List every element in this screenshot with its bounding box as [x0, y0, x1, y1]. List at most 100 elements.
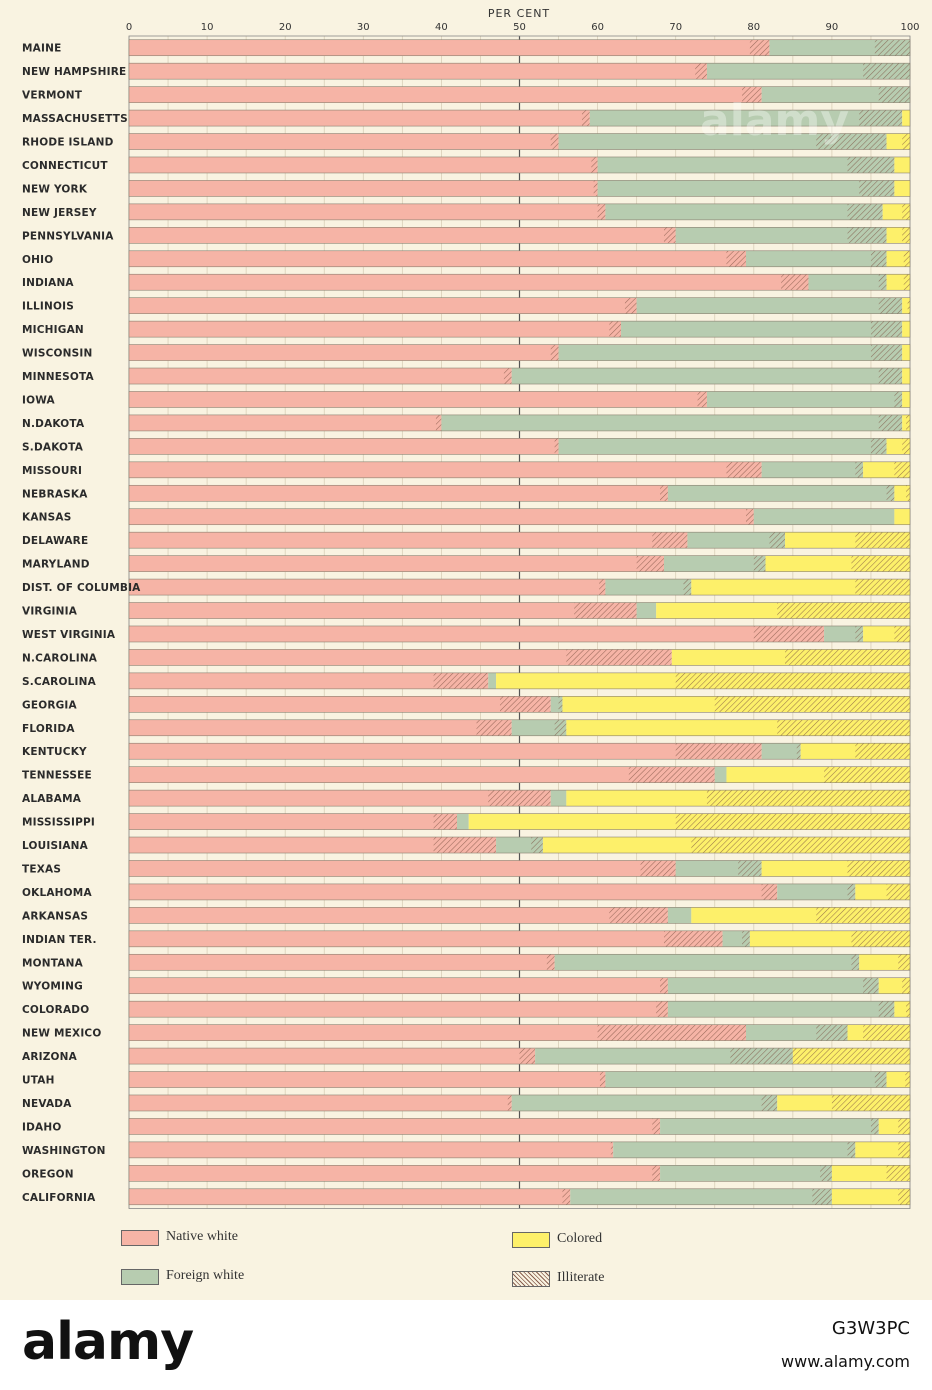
bar-segment-native — [129, 672, 489, 689]
x-axis-title: PER CENT — [488, 7, 550, 20]
bar-segment-native-illiterate — [745, 508, 754, 525]
state-label: MICHIGAN — [22, 324, 84, 336]
bar-segment-native-illiterate — [610, 1141, 614, 1158]
bar-segment-foreign-illiterate — [847, 883, 856, 900]
bar-segment-foreign — [511, 1094, 778, 1111]
bar-segment-native-illiterate — [781, 274, 809, 291]
bar-outline — [128, 1188, 911, 1206]
bar-outline — [128, 649, 911, 666]
bar-segment-colored-illiterate — [906, 414, 910, 431]
bar-segment-native-illiterate — [433, 813, 458, 830]
bar-segment-colored-illiterate — [906, 1001, 910, 1018]
bar-segment-foreign — [706, 63, 910, 80]
bar-segment-foreign — [550, 696, 563, 713]
bar-segment-foreign-illiterate — [847, 156, 895, 173]
x-tick-label: 20 — [279, 22, 292, 33]
bar-segment-colored-illiterate — [886, 1165, 910, 1182]
bar-segment-native-illiterate — [656, 1001, 668, 1018]
bar-segment-native — [129, 438, 559, 455]
bar-segment-foreign — [808, 274, 887, 291]
bar-segment-colored-illiterate — [792, 1048, 910, 1065]
bar-segment-native — [129, 625, 825, 642]
bar-segment-native-illiterate — [476, 719, 512, 736]
x-tick-label: 100 — [900, 22, 919, 33]
state-label: INDIANA — [22, 277, 74, 289]
bar-segment-colored — [902, 321, 910, 338]
bar-segment-native-illiterate — [663, 930, 723, 947]
bar-segment-native — [129, 1048, 536, 1065]
bar-outline — [128, 977, 911, 995]
bar-segment-colored-illiterate — [675, 672, 910, 689]
bar-segment-colored-illiterate — [777, 719, 910, 736]
bar-segment-native — [129, 907, 668, 924]
bar-segment-native — [129, 461, 762, 478]
bar-segment-native-illiterate — [550, 344, 559, 361]
bar-segment-foreign — [745, 250, 887, 267]
bar-segment-colored — [902, 391, 910, 408]
bar-segment-native — [129, 696, 551, 713]
bar-segment-native — [129, 766, 715, 783]
bar-segment-foreign-illiterate — [870, 438, 887, 455]
bar-segment-foreign-illiterate — [554, 719, 567, 736]
bar-outline — [128, 602, 911, 619]
bar-segment-native-illiterate — [726, 250, 746, 267]
bar-segment-native — [129, 110, 590, 127]
bar-segment-native-illiterate — [624, 297, 637, 314]
state-label: GEORGIA — [22, 699, 78, 711]
bar-segment-native — [129, 813, 458, 830]
state-label: ARIZONA — [22, 1051, 78, 1063]
bar-outline — [128, 133, 911, 150]
state-label: NEW MEXICO — [22, 1028, 101, 1040]
bar-segment-colored-illiterate — [905, 1071, 910, 1088]
state-label: MINNESOTA — [22, 371, 95, 383]
bar-segment-foreign — [589, 110, 903, 127]
bar-segment-colored-illiterate — [714, 696, 910, 713]
bar-segment-foreign-illiterate — [683, 579, 692, 596]
bar-segment-colored — [859, 954, 910, 971]
bar-segment-native-illiterate — [652, 1165, 661, 1182]
bar-segment-foreign-illiterate — [738, 860, 762, 877]
bar-outline — [128, 1141, 911, 1159]
state-label: KENTUCKY — [22, 746, 87, 758]
x-tick-label: 80 — [747, 22, 760, 33]
state-label: WASHINGTON — [22, 1145, 106, 1157]
bar-segment-native — [129, 203, 606, 220]
bar-segment-foreign — [558, 438, 887, 455]
state-label: NEW HAMPSHIRE — [22, 66, 126, 78]
bar-segment-foreign — [667, 977, 879, 994]
bar-outline — [128, 320, 911, 338]
bar-segment-foreign-illiterate — [859, 180, 895, 197]
bar-segment-colored-illiterate — [675, 813, 910, 830]
state-label: S.DAKOTA — [22, 441, 84, 453]
bar-segment-foreign — [667, 907, 692, 924]
bar-segment-foreign — [687, 532, 786, 549]
state-label: OREGON — [22, 1168, 74, 1180]
bar-segment-foreign-illiterate — [816, 1024, 848, 1041]
bar-segment-colored-illiterate — [855, 532, 910, 549]
bar-segment-native — [129, 1024, 746, 1041]
bar-segment-native-illiterate — [599, 579, 606, 596]
bar-segment-foreign — [667, 1001, 895, 1018]
legend-swatch-illiterate — [512, 1271, 550, 1287]
bar-segment-foreign — [636, 602, 657, 619]
bar-segment-native-illiterate — [761, 883, 778, 900]
bar-segment-foreign — [570, 1188, 832, 1205]
bar-segment-foreign-illiterate — [855, 625, 864, 642]
bar-outline — [128, 813, 911, 830]
bar-outline — [128, 461, 911, 479]
bar-outline — [128, 907, 911, 924]
bar-segment-native — [129, 1141, 614, 1158]
bar-segment-native — [129, 133, 559, 150]
bar-segment-foreign-illiterate — [847, 203, 883, 220]
bar-segment-native — [129, 156, 598, 173]
bar-outline — [128, 484, 911, 502]
bar-segment-colored-illiterate — [906, 485, 910, 502]
bar-segment-native — [129, 508, 754, 525]
bar-segment-colored — [831, 1188, 910, 1205]
bar-segment-native — [129, 649, 672, 666]
bar-outline — [128, 414, 911, 432]
bar-outline — [128, 531, 911, 549]
bar-segment-colored-illiterate — [894, 625, 910, 642]
bar-segment-native-illiterate — [574, 602, 637, 619]
bar-segment-foreign — [554, 954, 860, 971]
